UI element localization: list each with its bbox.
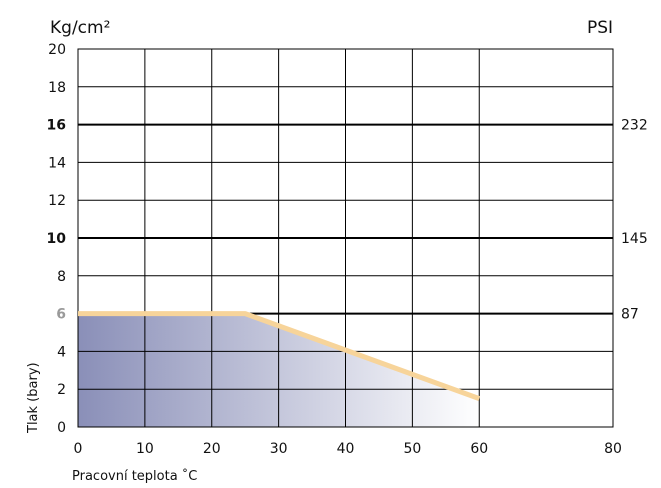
psi-tick-label: 87	[621, 307, 639, 323]
y-axis-ticks: 0 2 4 6 8 10 12 14 16 18 20	[47, 42, 67, 436]
y-tick-label: 12	[48, 193, 66, 209]
y-tick-label: 0	[57, 420, 66, 436]
psi-axis-ticks: 87 145 232	[621, 118, 648, 323]
psi-tick-label: 232	[621, 118, 648, 134]
y-tick-label: 16	[47, 118, 66, 134]
x-tick-label: 50	[403, 441, 421, 457]
y-tick-label: 8	[57, 269, 66, 285]
x-tick-label: 40	[337, 441, 355, 457]
plot-frame	[77, 48, 614, 428]
x-tick-label: 30	[270, 441, 288, 457]
y-tick-label: 4	[57, 344, 66, 360]
left-unit-label: Kg/cm²	[50, 18, 110, 38]
right-unit-label: PSI	[587, 18, 613, 38]
x-tick-label: 0	[74, 441, 83, 457]
x-tick-label: 10	[136, 441, 154, 457]
psi-tick-label: 145	[621, 231, 648, 247]
x-tick-label: 20	[203, 441, 221, 457]
y-axis-title: Tlak (bary)	[26, 362, 41, 434]
y-tick-label: 18	[48, 80, 66, 96]
x-axis-ticks: 0 10 20 30 40 50 60 80	[74, 441, 622, 457]
x-tick-label: 80	[604, 441, 622, 457]
y-tick-label: 14	[48, 155, 66, 171]
x-tick-label: 60	[470, 441, 488, 457]
y-tick-label: 6	[56, 307, 66, 323]
y-tick-label: 2	[57, 382, 66, 398]
max-pressure-line	[78, 311, 481, 401]
y-tick-label: 10	[47, 231, 67, 247]
y-tick-label: 20	[48, 42, 66, 58]
x-axis-title: Pracovní teplota ˚C	[72, 468, 197, 484]
